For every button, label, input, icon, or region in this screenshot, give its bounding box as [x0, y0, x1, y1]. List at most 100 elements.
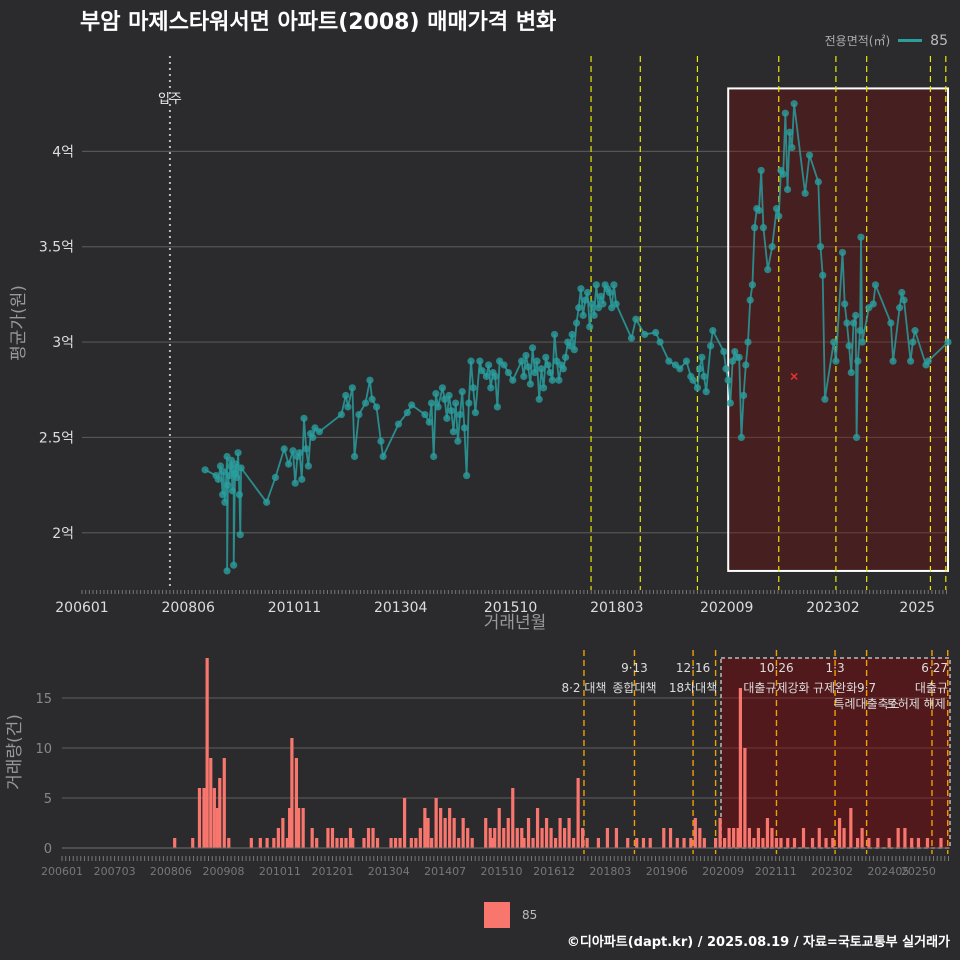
price-y-tick-label: 2억	[52, 526, 74, 542]
price-point	[271, 473, 280, 482]
price-point	[583, 288, 592, 297]
price-point	[709, 327, 717, 335]
volume-bar	[689, 838, 693, 848]
policy-event-label: 8·2 대책	[561, 680, 606, 695]
volume-bar	[779, 838, 783, 848]
volume-bar	[222, 758, 226, 848]
volume-bar	[348, 828, 353, 848]
price-point	[887, 319, 895, 327]
volume-bar	[526, 818, 531, 848]
volume-bar	[265, 838, 269, 848]
volume-bar	[448, 808, 452, 848]
volume-bar	[344, 838, 348, 848]
price-point	[900, 296, 908, 304]
price-point	[228, 487, 236, 495]
price-point	[236, 531, 244, 539]
price-x-tick-label: 202302	[806, 600, 859, 616]
price-point	[452, 399, 460, 407]
price-point	[337, 410, 345, 419]
volume-x-tick-label: 201011	[259, 865, 301, 878]
price-point	[550, 330, 559, 339]
volume-bar	[723, 838, 727, 848]
price-point	[742, 361, 750, 369]
price-point	[438, 384, 447, 392]
volume-bar	[294, 758, 298, 848]
volume-x-tick-label: 201803	[589, 865, 631, 878]
volume-bar	[497, 808, 501, 848]
price-y-axis-title: 평균가(원)	[9, 285, 29, 361]
volume-bar	[662, 828, 666, 848]
price-point	[832, 357, 840, 365]
volume-bar	[876, 838, 880, 848]
price-point	[821, 395, 829, 403]
price-point	[533, 357, 541, 365]
volume-bar	[326, 828, 330, 848]
price-y-tick-label: 3.5억	[39, 240, 74, 256]
price-point	[425, 418, 433, 426]
price-point	[559, 365, 567, 373]
price-point	[689, 376, 697, 384]
price-point	[561, 353, 570, 361]
price-point	[750, 224, 759, 232]
price-point	[372, 403, 381, 411]
price-point	[665, 357, 673, 365]
volume-bar	[276, 828, 280, 848]
volume-bar	[765, 818, 770, 848]
volume-bar	[736, 828, 740, 848]
price-point	[263, 498, 271, 506]
price-point	[757, 166, 765, 175]
volume-bar	[714, 838, 718, 848]
price-point	[726, 399, 735, 407]
price-point	[746, 296, 754, 304]
volume-x-tick-label: 200703	[94, 865, 136, 878]
price-point	[676, 365, 684, 373]
volume-bar	[531, 838, 535, 848]
price-point	[720, 348, 728, 356]
policy-event-label: 대출규제강화	[743, 681, 809, 695]
volume-bar	[426, 818, 430, 848]
price-y-tick-label: 3억	[52, 335, 74, 351]
price-point	[408, 401, 416, 409]
volume-bar	[668, 828, 673, 848]
volume-bar	[285, 838, 289, 848]
volume-bar	[197, 788, 202, 848]
volume-y-tick-label: 0	[44, 842, 52, 857]
volume-bar	[693, 818, 697, 848]
price-chart: 2억 2.5억 3억 3.5억 4억 입주 200601 200806 201011 201304…	[9, 56, 952, 633]
volume-bar	[418, 828, 422, 848]
price-point	[233, 473, 241, 482]
price-point	[744, 338, 752, 346]
bottom-legend: 85	[484, 902, 537, 928]
price-point	[342, 391, 350, 400]
volume-x-tick-label: 201906	[646, 865, 688, 878]
price-point	[605, 288, 614, 297]
price-point	[577, 285, 585, 293]
price-point	[456, 410, 464, 419]
volume-bar	[786, 838, 790, 848]
volume-x-tick-label: 200806	[150, 865, 192, 878]
price-point	[682, 357, 691, 365]
price-point	[366, 376, 374, 384]
price-point	[223, 567, 231, 575]
volume-bar	[191, 838, 195, 848]
volume-bar	[339, 838, 344, 848]
volume-x-tick-label: 201612	[533, 865, 575, 878]
price-point	[476, 357, 484, 365]
volume-bar	[434, 798, 438, 848]
price-point	[348, 384, 356, 392]
price-point	[522, 351, 530, 360]
volume-bar	[605, 828, 610, 848]
price-point	[772, 204, 781, 213]
price-point	[856, 327, 864, 335]
volume-bar	[535, 808, 540, 848]
volume-x-tick-label: 202009	[702, 865, 744, 878]
volume-bar	[585, 838, 589, 848]
volume-bar	[553, 838, 558, 848]
volume-bar	[939, 838, 943, 848]
price-point	[779, 170, 787, 178]
price-point	[707, 342, 715, 350]
volume-bar	[470, 838, 474, 848]
price-point	[509, 376, 517, 384]
top-legend-title: 전용면적(㎡)	[824, 34, 891, 48]
volume-bar	[842, 828, 846, 848]
